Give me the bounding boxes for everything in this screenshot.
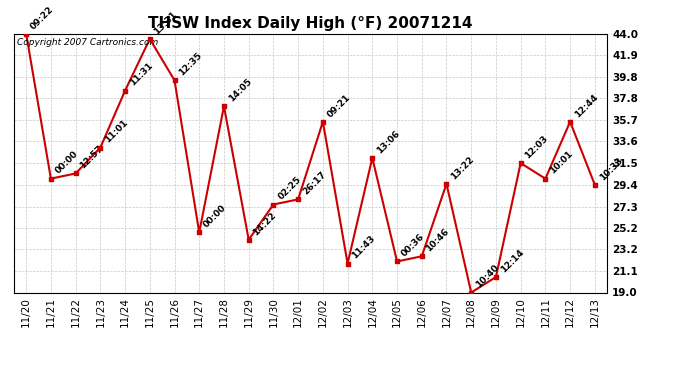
Point [367,155,378,161]
Text: 14:05: 14:05 [227,77,253,104]
Text: 12:03: 12:03 [524,134,550,160]
Point [144,36,155,42]
Text: 12:14: 12:14 [499,248,525,274]
Text: 09:21: 09:21 [326,92,353,119]
Point [515,160,526,166]
Point [46,176,57,181]
Text: 12:35: 12:35 [177,51,204,78]
Text: 00:00: 00:00 [54,150,80,176]
Point [268,201,279,207]
Point [119,88,130,94]
Text: 12:44: 12:44 [573,92,600,119]
Point [219,103,230,109]
Text: 11:01: 11:01 [103,118,130,145]
Point [70,171,81,177]
Point [243,237,254,243]
Text: 10:40: 10:40 [474,263,500,290]
Text: 26:17: 26:17 [301,170,328,196]
Text: 10:46: 10:46 [424,227,451,254]
Point [95,145,106,151]
Point [293,196,304,202]
Text: 10:01: 10:01 [548,150,575,176]
Title: THSW Index Daily High (°F) 20071214: THSW Index Daily High (°F) 20071214 [148,16,473,31]
Text: 13:06: 13:06 [375,129,402,155]
Point [491,274,502,280]
Text: 13:31: 13:31 [152,9,179,36]
Point [564,119,575,125]
Text: 14:22: 14:22 [251,210,278,237]
Text: 13:22: 13:22 [449,154,476,181]
Point [21,31,32,37]
Point [540,176,551,181]
Point [169,77,180,83]
Text: Copyright 2007 Cartronics.com: Copyright 2007 Cartronics.com [17,38,158,46]
Point [342,261,353,267]
Text: 12:57: 12:57 [79,144,105,171]
Text: 02:25: 02:25 [276,175,303,202]
Text: 10:33: 10:33 [598,156,624,182]
Point [416,253,427,259]
Text: 00:00: 00:00 [202,204,228,230]
Text: 11:31: 11:31 [128,61,155,88]
Point [391,258,402,264]
Point [441,181,452,187]
Point [194,230,205,236]
Point [589,182,600,188]
Text: 00:36: 00:36 [400,232,426,259]
Point [466,290,477,296]
Text: 09:22: 09:22 [29,4,56,31]
Text: 11:43: 11:43 [351,234,377,261]
Point [317,119,328,125]
